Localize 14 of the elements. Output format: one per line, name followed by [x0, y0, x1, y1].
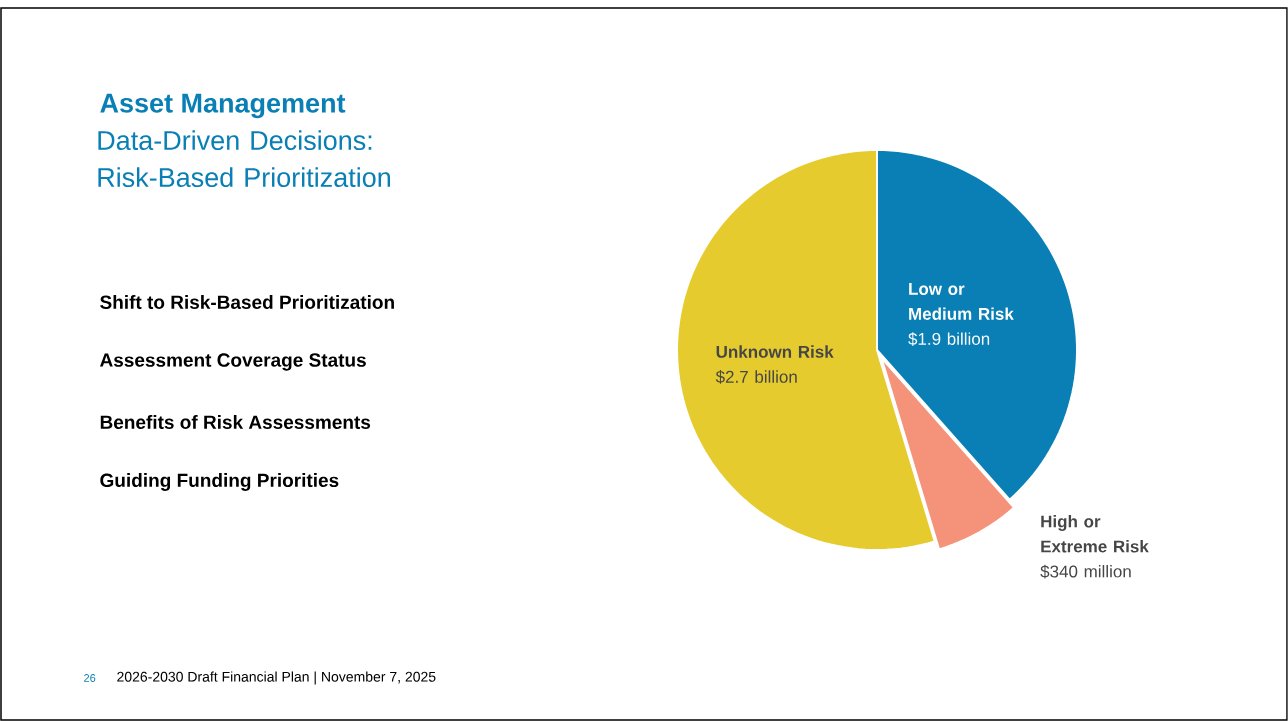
slice-label: Low or Medium Risk	[909, 283, 1014, 320]
data-label: $1.9 billion	[908, 332, 990, 346]
text: 2026-2030 Draft Financial Plan | November 7, 2025	[117, 671, 436, 685]
text: Data-Driven Decisions: Risk-Based Prioritization	[98, 130, 390, 188]
data-label: $340 million	[1040, 564, 1131, 579]
text: Guiding Funding Priorities	[100, 473, 339, 491]
slice-label: High or Extreme Risk	[1041, 515, 1149, 553]
text: Shift to Risk-Based Prioritization	[100, 295, 394, 309]
text: Benefits of Risk Assessments	[100, 415, 371, 429]
data-label: $2.7 billion	[715, 370, 797, 384]
slice-label: Unknown Risk	[716, 345, 834, 358]
text: Asset Management	[100, 93, 346, 119]
text: Assessment Coverage Status	[100, 353, 366, 371]
text: 26	[84, 674, 96, 682]
